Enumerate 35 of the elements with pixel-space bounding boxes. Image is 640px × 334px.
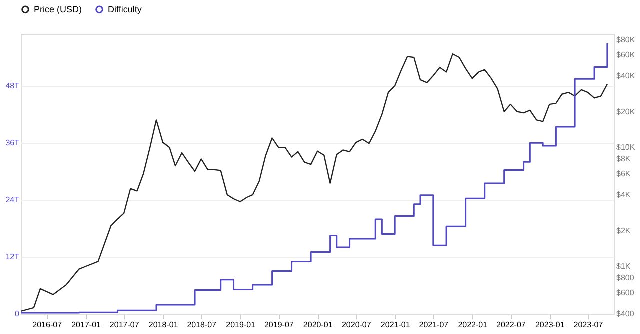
y2-tick-label: $40K	[616, 71, 636, 80]
legend-label: Price (USD)	[34, 4, 82, 15]
y-tick-label: 24T	[6, 196, 20, 205]
x-tick-label: 2021-07	[419, 320, 450, 330]
y2-tick-label: $600	[616, 288, 635, 298]
x-tick-label: 2019-07	[264, 320, 294, 330]
y2-tick-label: $1K	[616, 262, 632, 272]
x-tick-label: 2017-07	[110, 320, 140, 330]
y-tick-label: 0	[15, 310, 20, 318]
x-tick-label: 2018-07	[187, 320, 218, 330]
y2-tick-label: $400	[616, 310, 635, 318]
x-tick-label: 2023-07	[574, 320, 604, 330]
x-tick-label: 2016-07	[32, 320, 63, 330]
x-tick-label: 2020-07	[342, 320, 372, 330]
y2-tick-label: $6K	[616, 170, 632, 178]
x-tick-label: 2019-01	[226, 320, 256, 330]
y2-tick-label: $4K	[616, 190, 632, 200]
legend-label: Difficulty	[108, 4, 142, 15]
x-tick-label: 2022-07	[496, 320, 526, 330]
x-tick-label: 2020-01	[303, 320, 334, 330]
y2-tick-label: $800	[616, 274, 635, 283]
y2-tick-label: $60K	[616, 50, 636, 60]
x-tick-label: 2017-01	[72, 320, 102, 330]
x-tick-label: 2021-01	[380, 320, 411, 330]
y2-tick-label: $2K	[616, 226, 632, 236]
y2-tick-label: $20K	[616, 107, 636, 116]
y-tick-label: 12T	[6, 252, 20, 262]
x-tick-label: 2022-01	[458, 320, 488, 330]
y2-tick-label: $80K	[616, 36, 636, 45]
y2-tick-label: $10K	[616, 143, 636, 152]
y-tick-label: 48T	[6, 82, 20, 91]
y-tick-label: 36T	[6, 138, 20, 148]
x-tick-label: 2018-01	[148, 320, 179, 330]
x-tick-label: 2023-01	[535, 320, 566, 330]
y2-tick-label: $8K	[616, 154, 632, 164]
